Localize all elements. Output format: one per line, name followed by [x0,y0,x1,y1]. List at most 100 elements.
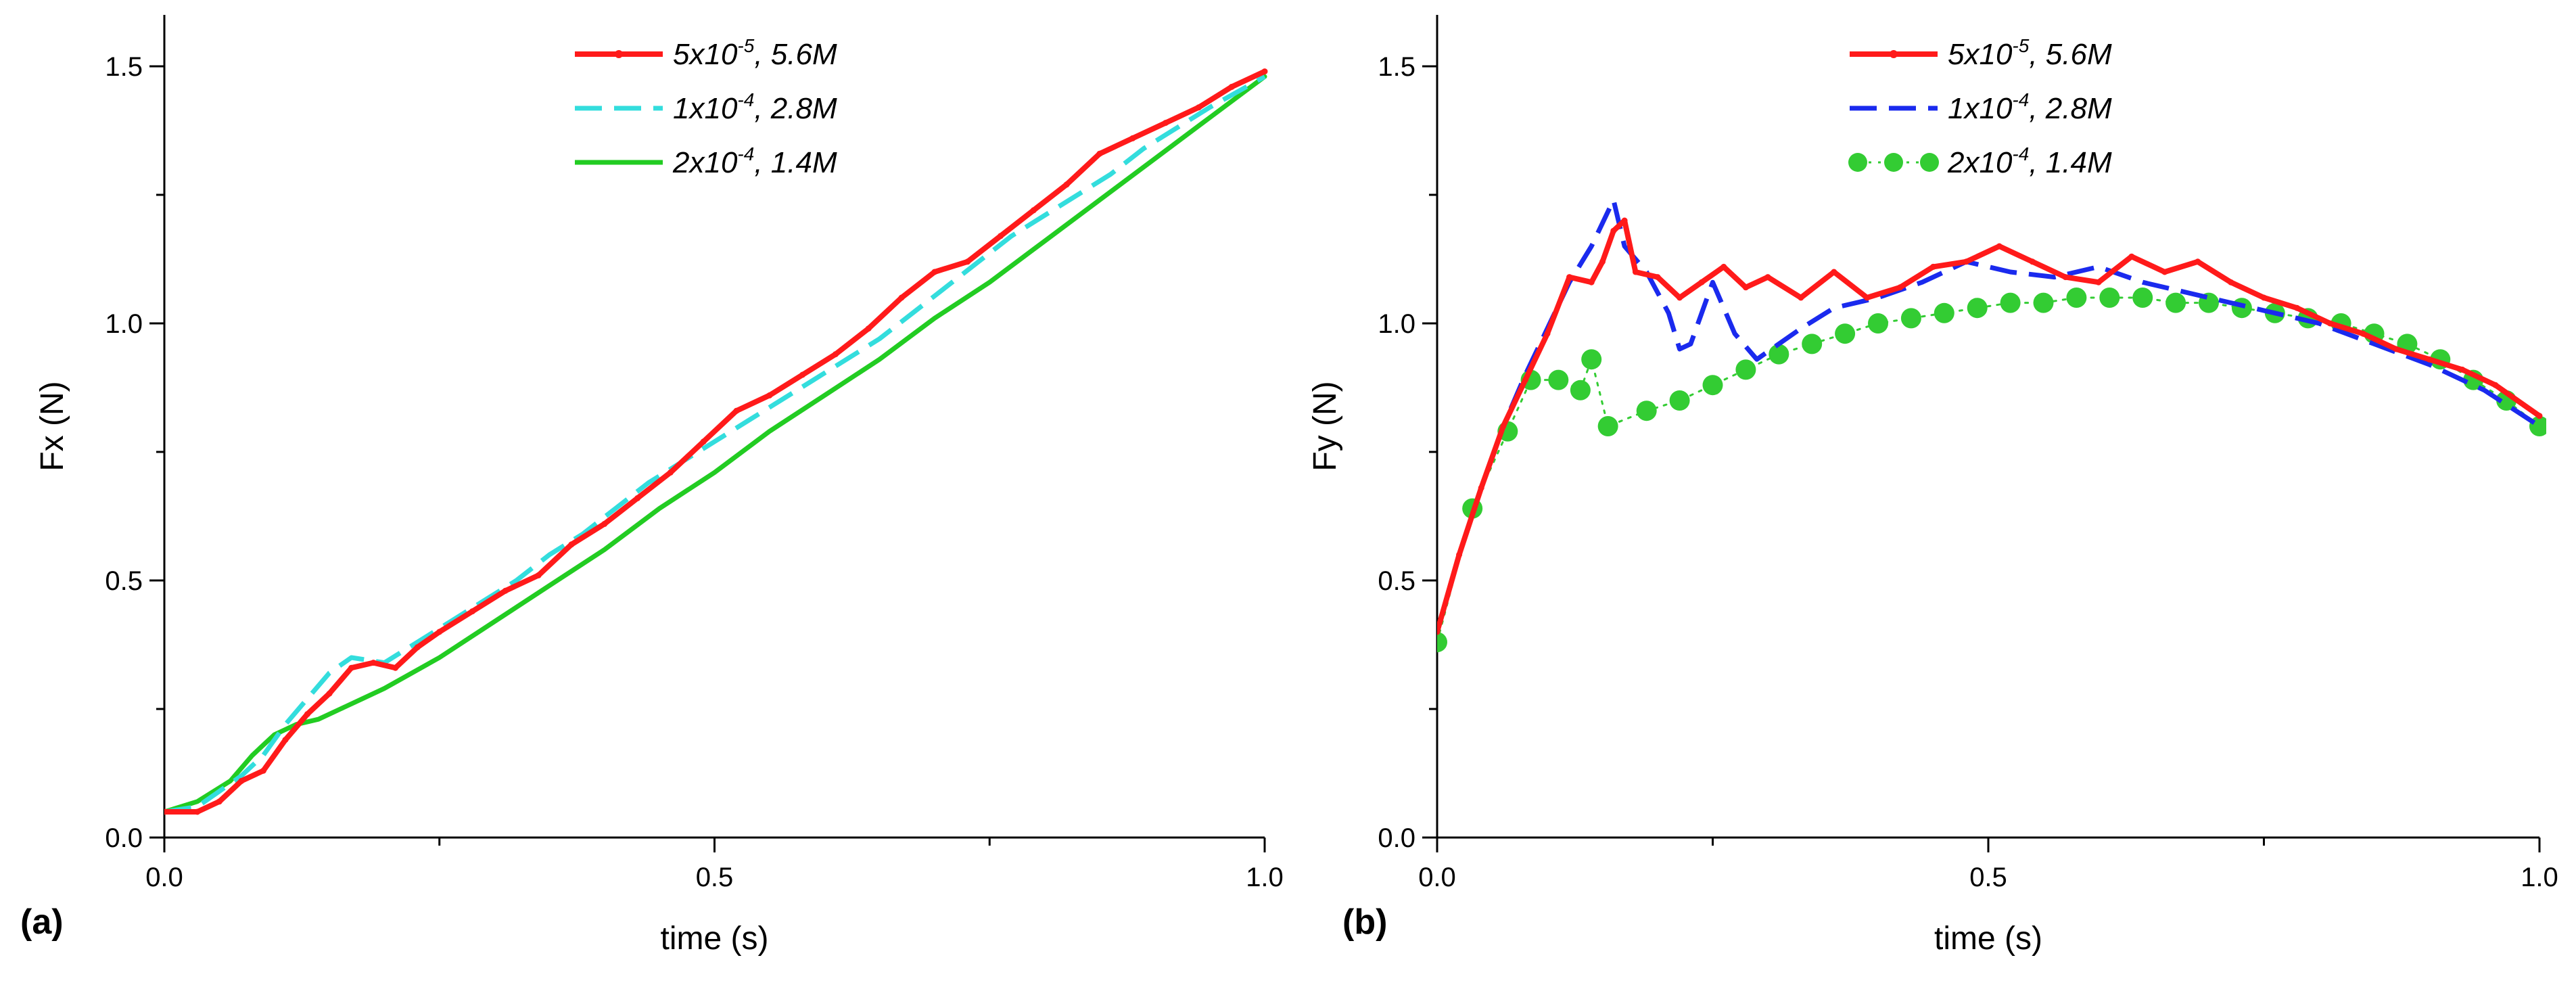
series-0 [164,68,1268,815]
data-point [2536,413,2543,419]
data-point [2231,298,2252,319]
legend: 5x10-5, 5.6M 1x10-4, 2.8M 2x10-4, 1.4M [1848,35,2112,179]
data-point [700,438,707,445]
data-point [1522,377,1528,384]
data-point [1702,375,1723,396]
data-point [1654,274,1661,281]
series-line [1437,296,2541,643]
data-point [1868,313,1888,334]
data-point [2000,292,2021,313]
data-point [2062,274,2069,281]
series-line [164,68,1267,815]
data-point [2459,366,2466,373]
data-point [1581,349,1602,370]
data-point [1063,181,1070,188]
data-point [2161,269,2168,275]
data-point [1802,334,1823,354]
data-point [2293,304,2300,311]
data-point [2066,288,2087,308]
data-point [164,808,168,815]
data-point [1566,274,1573,281]
data-point [1632,269,1639,275]
data-point [2426,356,2433,363]
data-point [1621,217,1628,224]
y-tick-label: 0.5 [105,566,143,596]
data-point [1030,207,1037,214]
data-point [601,520,608,527]
data-point [2165,292,2186,313]
data-point [1798,294,1804,301]
data-point [1996,243,2003,250]
data-point [370,660,377,666]
data-point [865,325,872,332]
x-tick-label: 0.5 [696,863,734,892]
data-point [2393,346,2399,352]
x-tick-label: 0.0 [1418,863,1456,892]
data-point [1548,369,1569,390]
data-point [469,608,476,615]
data-point [634,495,641,501]
data-point [304,711,311,718]
data-point [1967,298,1988,319]
data-point [832,351,839,358]
data-point [1669,390,1690,411]
legend-label: 5x10-5, 5.6M [673,35,837,71]
data-point [2095,279,2102,285]
data-point [2128,253,2135,260]
y-axis-label: Fy (N) [1307,381,1343,471]
legend-marker [1890,50,1898,58]
x-tick-label: 0.0 [145,863,183,892]
panel-a: 0.0 0.5 1.0 0.0 0.5 1.0 1.5 time (s) Fx (N) (a) 5x… [20,15,1284,957]
data-point [733,407,740,414]
data-point [2099,288,2120,308]
y-tick-label: 0.0 [105,823,143,853]
data-point [1764,274,1771,281]
data-point [2326,320,2333,327]
series-0 [1437,217,2543,635]
legend-marker [1848,153,1867,172]
data-point [1930,263,1936,270]
data-point [1900,308,1921,329]
data-point [1698,279,1705,285]
data-point [2360,330,2366,337]
data-point [1835,323,1856,344]
data-point [1735,359,1756,380]
data-point [1588,279,1595,285]
data-point [1636,400,1657,421]
y-tick-label: 1.0 [105,309,143,339]
data-point [1831,269,1837,275]
data-point [1500,423,1507,430]
x-axis-label: time (s) [1934,921,2042,957]
data-point [238,777,245,784]
data-point [1261,68,1268,75]
data-point [931,269,938,275]
legend-marker [615,50,623,58]
series-2 [1437,288,2546,653]
data-point [1228,83,1235,90]
data-point [1599,258,1606,265]
data-point [326,690,333,697]
panel-label: (a) [20,902,64,942]
data-point [2029,258,2036,265]
data-point [1677,294,1683,301]
data-point [260,767,266,774]
data-point [964,258,971,265]
x-axis-label: time (s) [661,921,769,957]
x-tick-label: 1.0 [1246,863,1284,892]
y-tick-label: 1.0 [1378,309,1415,339]
legend-marker [1920,153,1939,172]
data-point [1096,150,1103,157]
data-point [2132,288,2153,308]
data-point [2228,279,2234,285]
data-point [392,664,399,671]
data-point [436,628,443,635]
data-point [1437,632,1447,653]
y-tick-label: 1.5 [1378,52,1415,82]
data-point [1478,484,1484,491]
data-point [282,737,289,743]
data-point [1570,380,1591,400]
data-point [898,294,905,301]
data-point [2492,382,2499,388]
data-point [799,371,806,378]
